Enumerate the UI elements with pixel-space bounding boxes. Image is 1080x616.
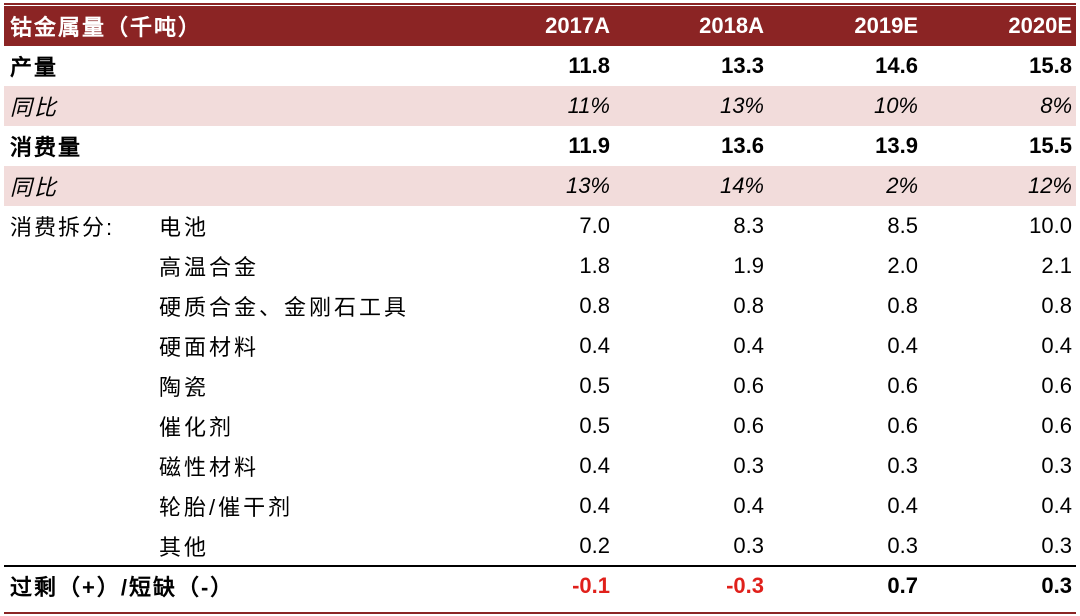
col-header-2018a: 2018A	[699, 13, 764, 38]
production-value: 11.8	[568, 53, 610, 78]
breakdown-row: 其他 0.2 0.3 0.3 0.3	[4, 526, 1076, 566]
breakdown-label: 消费拆分:	[10, 215, 115, 240]
production-value: 15.8	[1029, 53, 1072, 78]
breakdown-item-value: 0.5	[579, 373, 610, 398]
consumption-value: 11.9	[568, 133, 610, 158]
top-border	[4, 3, 1076, 5]
breakdown-item-name: 高温合金	[159, 255, 260, 280]
production-yoy-label: 同比	[10, 95, 59, 120]
breakdown-item-value: 0.4	[579, 493, 610, 518]
breakdown-item-value: 0.3	[887, 453, 918, 478]
breakdown-item-name: 其他	[159, 535, 210, 560]
balance-separator	[4, 565, 1076, 567]
consumption-row: 消费量 11.9 13.6 13.9 15.5	[4, 126, 1076, 166]
consumption-value: 15.5	[1029, 133, 1072, 158]
breakdown-item-value: 10.0	[1029, 213, 1072, 238]
balance-value: -0.1	[572, 573, 610, 598]
balance-label: 过剩（+）/短缺（-）	[10, 575, 235, 600]
breakdown-row: 硬质合金、金刚石工具 0.8 0.8 0.8 0.8	[4, 286, 1076, 326]
breakdown-item-value: 0.8	[579, 293, 610, 318]
breakdown-item-value: 0.6	[733, 373, 764, 398]
production-value: 14.6	[875, 53, 918, 78]
breakdown-row: 高温合金 1.8 1.9 2.0 2.1	[4, 246, 1076, 286]
consumption-yoy-row: 同比 13% 14% 2% 12%	[4, 166, 1076, 206]
bottom-border	[4, 612, 1076, 614]
breakdown-item-value: 0.4	[887, 493, 918, 518]
breakdown-row: 消费拆分: 电池 7.0 8.3 8.5 10.0	[4, 206, 1076, 246]
production-label: 产量	[10, 55, 59, 80]
breakdown-item-value: 0.8	[733, 293, 764, 318]
breakdown-item-name: 陶瓷	[159, 375, 210, 400]
production-yoy-value: 11%	[567, 93, 610, 118]
consumption-yoy-value: 2%	[886, 173, 918, 198]
breakdown-item-value: 0.4	[579, 333, 610, 358]
balance-value: 0.3	[1041, 573, 1072, 598]
breakdown-row: 磁性材料 0.4 0.3 0.3 0.3	[4, 446, 1076, 486]
breakdown-item-name: 硬质合金、金刚石工具	[159, 295, 410, 320]
col-header-2019e: 2019E	[854, 13, 918, 38]
breakdown-item-value: 8.3	[733, 213, 764, 238]
breakdown-item-value: 0.4	[1041, 493, 1072, 518]
breakdown-item-value: 1.8	[579, 253, 610, 278]
breakdown-row: 硬面材料 0.4 0.4 0.4 0.4	[4, 326, 1076, 366]
production-yoy-value: 10%	[873, 93, 918, 118]
breakdown-item-value: 0.4	[579, 453, 610, 478]
breakdown-item-name: 电池	[159, 215, 210, 240]
breakdown-item-value: 0.8	[1041, 293, 1072, 318]
col-header-2017a: 2017A	[545, 13, 610, 38]
breakdown-item-value: 0.8	[887, 293, 918, 318]
breakdown-item-value: 0.6	[887, 413, 918, 438]
breakdown-item-value: 8.5	[887, 213, 918, 238]
production-yoy-row: 同比 11% 13% 10% 8%	[4, 86, 1076, 126]
breakdown-item-value: 0.4	[733, 333, 764, 358]
breakdown-item-value: 0.6	[887, 373, 918, 398]
breakdown-item-value: 0.2	[579, 533, 610, 558]
breakdown-item-value: 0.4	[887, 333, 918, 358]
consumption-value: 13.9	[875, 133, 918, 158]
breakdown-item-value: 0.3	[1041, 533, 1072, 558]
consumption-breakdown: 消费拆分: 电池 7.0 8.3 8.5 10.0 高温合金 1.8 1.9 2.0 2.1 硬质合金…	[4, 206, 1076, 566]
breakdown-item-value: 0.6	[733, 413, 764, 438]
cobalt-balance-table: 钴金属量（千吨） 2017A 2018A 2019E 2020E 产量 11.8…	[4, 6, 1076, 606]
breakdown-row: 催化剂 0.5 0.6 0.6 0.6	[4, 406, 1076, 446]
breakdown-item-value: 0.6	[1041, 413, 1072, 438]
breakdown-item-value: 7.0	[579, 213, 610, 238]
breakdown-item-value: 0.5	[579, 413, 610, 438]
col-header-2020e: 2020E	[1008, 13, 1072, 38]
consumption-yoy-value: 12%	[1027, 173, 1072, 198]
consumption-label: 消费量	[10, 135, 83, 160]
consumption-value: 13.6	[721, 133, 764, 158]
breakdown-item-value: 0.3	[1041, 453, 1072, 478]
balance-value: -0.3	[726, 573, 764, 598]
breakdown-item-value: 0.3	[733, 533, 764, 558]
balance-row: 过剩（+）/短缺（-） -0.1 -0.3 0.7 0.3	[4, 566, 1076, 606]
breakdown-item-name: 催化剂	[159, 415, 235, 440]
breakdown-item-value: 0.4	[1041, 333, 1072, 358]
consumption-yoy-value: 13%	[565, 173, 610, 198]
breakdown-item-value: 0.4	[733, 493, 764, 518]
table-title: 钴金属量（千吨）	[10, 15, 203, 40]
consumption-yoy-value: 14%	[719, 173, 764, 198]
breakdown-item-value: 1.9	[733, 253, 764, 278]
production-value: 13.3	[721, 53, 764, 78]
breakdown-item-value: 2.0	[887, 253, 918, 278]
production-row: 产量 11.8 13.3 14.6 15.8	[4, 46, 1076, 86]
breakdown-item-value: 0.3	[887, 533, 918, 558]
breakdown-row: 轮胎/催干剂 0.4 0.4 0.4 0.4	[4, 486, 1076, 526]
header-row: 钴金属量（千吨） 2017A 2018A 2019E 2020E	[4, 6, 1076, 46]
breakdown-item-name: 轮胎/催干剂	[159, 495, 294, 520]
breakdown-item-name: 硬面材料	[159, 335, 260, 360]
breakdown-item-value: 0.3	[733, 453, 764, 478]
breakdown-item-value: 2.1	[1041, 253, 1072, 278]
balance-value: 0.7	[887, 573, 918, 598]
consumption-yoy-label: 同比	[10, 175, 59, 200]
breakdown-item-value: 0.6	[1041, 373, 1072, 398]
breakdown-row: 陶瓷 0.5 0.6 0.6 0.6	[4, 366, 1076, 406]
production-yoy-value: 8%	[1040, 93, 1072, 118]
breakdown-item-name: 磁性材料	[159, 455, 260, 480]
production-yoy-value: 13%	[719, 93, 764, 118]
